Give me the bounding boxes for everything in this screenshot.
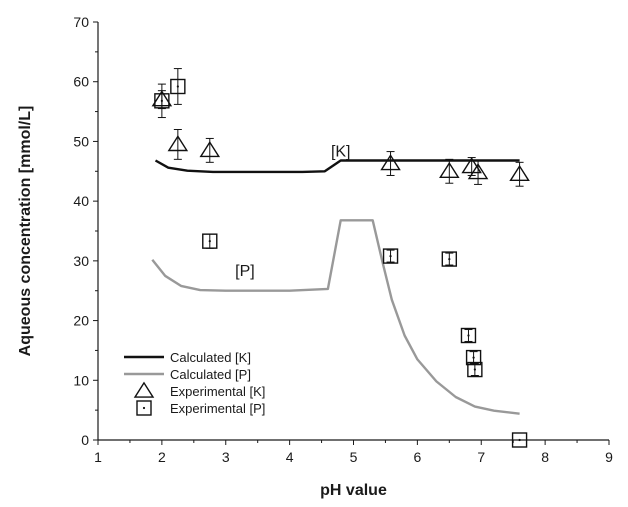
- legend: Calculated [K] Calculated [P] Experimental…: [124, 350, 265, 416]
- square-marker-dot: [142, 406, 146, 410]
- square-marker-box: [511, 432, 528, 448]
- plot-frame: 1 2 3 4 5 6 7 8 9 0 10 20 30 40 50 60 70: [73, 14, 613, 465]
- square-point: [511, 432, 528, 448]
- square-marker-box: [441, 251, 458, 267]
- series-line-1: [151, 219, 520, 415]
- x-tick-label: 2: [158, 449, 166, 465]
- x-tick-label: 6: [413, 449, 421, 465]
- square-marker-box: [382, 248, 399, 264]
- square-marker-box: [202, 233, 218, 249]
- square-point: [467, 361, 483, 378]
- square-marker-box: [465, 349, 482, 366]
- y-tick-label: 30: [73, 253, 89, 269]
- x-tick-label: 8: [541, 449, 549, 465]
- x-tick-label: 3: [222, 449, 230, 465]
- square-marker-dot: [472, 356, 475, 359]
- legend-label: Calculated [K]: [170, 350, 251, 365]
- x-tick-label: 9: [605, 449, 613, 465]
- square-point: [382, 248, 399, 264]
- y-tick-label: 50: [73, 133, 89, 149]
- square-marker-box: [467, 361, 483, 378]
- x-tick-label: 4: [286, 449, 294, 465]
- y-tick-label: 40: [73, 193, 89, 209]
- square-point: [170, 78, 186, 95]
- annotation-k-label: [K]: [331, 143, 351, 160]
- legend-swatch-square: [136, 400, 152, 416]
- y-tick-label: 10: [73, 372, 89, 388]
- square-point: [154, 93, 170, 109]
- square-marker-dot: [389, 254, 392, 258]
- triangle-point: [199, 140, 221, 158]
- y-axis-title: Aqueous concentration [mmol/L]: [17, 106, 34, 357]
- square-marker-dot: [473, 368, 476, 371]
- square-marker-box: [154, 93, 170, 109]
- legend-label: Experimental [P]: [170, 401, 265, 416]
- square-marker-dot: [160, 99, 163, 102]
- x-tick-label: 1: [94, 449, 102, 465]
- annotation-p-label: [P]: [235, 263, 255, 280]
- legend-label: Calculated [P]: [170, 367, 251, 382]
- triangle-point: [467, 163, 489, 180]
- y-tick-label: 20: [73, 313, 89, 329]
- legend-label: Experimental [K]: [170, 384, 265, 399]
- legend-swatch-triangle: [133, 381, 155, 398]
- square-point: [465, 349, 482, 366]
- square-point: [441, 251, 458, 267]
- square-marker-dot: [176, 85, 179, 88]
- y-tick-label: 60: [73, 74, 89, 90]
- square-marker-dot: [467, 334, 470, 337]
- triangle-point: [461, 157, 482, 174]
- x-axis-title: pH value: [320, 482, 387, 499]
- square-point: [460, 327, 477, 344]
- square-marker-dot: [208, 240, 211, 243]
- triangle-point: [439, 161, 460, 179]
- square-marker-box: [460, 327, 477, 344]
- y-tick-label: 0: [81, 432, 89, 448]
- series-line-0: [154, 159, 520, 174]
- square-marker-dot: [448, 257, 451, 261]
- annotation-layer: [K] [P]: [235, 143, 350, 279]
- x-tick-label: 7: [477, 449, 485, 465]
- square-marker-dot: [518, 438, 521, 442]
- series-layer: [151, 68, 530, 448]
- triangle-point: [509, 164, 530, 182]
- triangle-point: [167, 135, 189, 152]
- square-marker-box: [170, 78, 186, 95]
- y-tick-label: 70: [73, 14, 89, 30]
- square-marker-box: [136, 400, 152, 416]
- triangle-point: [380, 154, 401, 171]
- square-point: [202, 233, 218, 249]
- x-tick-label: 5: [350, 449, 358, 465]
